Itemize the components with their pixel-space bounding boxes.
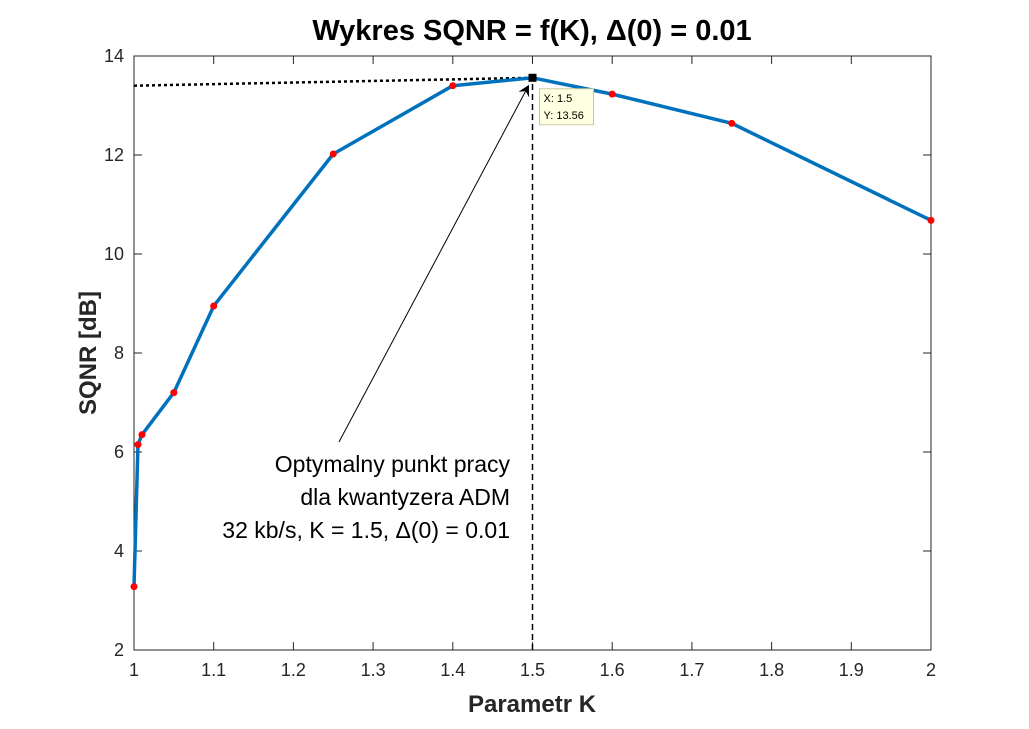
x-tick-label: 1 <box>129 660 139 680</box>
x-tick-label: 1.6 <box>600 660 625 680</box>
datatip-box <box>539 88 594 126</box>
data-point <box>134 441 142 449</box>
y-tick-label: 12 <box>104 145 124 165</box>
datatip-y-text: Y: 13.56 <box>544 110 584 122</box>
x-tick-label: 2 <box>926 660 936 680</box>
x-axis-label: Parametr K <box>468 691 597 718</box>
x-tick-label: 1.7 <box>679 660 704 680</box>
data-point <box>170 389 178 397</box>
annotation: Optymalny punkt pracy dla kwantyzera ADM 3… <box>222 84 530 543</box>
data-point <box>210 302 218 310</box>
x-tick-label: 1.9 <box>839 660 864 680</box>
datatip-marker[interactable] <box>528 73 537 82</box>
datatip: X: 1.5 Y: 13.56 <box>528 73 594 126</box>
y-tick-label: 4 <box>114 541 124 561</box>
data-point <box>130 583 138 591</box>
x-tick-label: 1.8 <box>759 660 784 680</box>
chart-title: Wykres SQNR = f(K), Δ(0) = 0.01 <box>312 15 751 47</box>
x-tick-label: 1.3 <box>361 660 386 680</box>
y-tick-label: 2 <box>114 640 124 660</box>
annotation-line: 32 kb/s, K = 1.5, Δ(0) = 0.01 <box>222 517 510 543</box>
reference-lines <box>133 76 534 650</box>
x-tick-label: 1.1 <box>201 660 226 680</box>
y-tick-label: 14 <box>104 46 124 66</box>
data-point <box>449 82 457 90</box>
data-point <box>608 90 616 98</box>
axis-ticks: 1 1.1 1.2 1.3 1.4 1.5 1.6 1.7 1.8 1.9 2 2 4 6 8 10 12 14 <box>104 46 936 680</box>
data-point <box>728 119 736 127</box>
data-point <box>138 431 146 439</box>
data-point <box>927 216 935 224</box>
y-axis-label: SQNR [dB] <box>75 291 102 415</box>
y-tick-label: 6 <box>114 442 124 462</box>
data-point <box>329 150 337 158</box>
annotation-line: dla kwantyzera ADM <box>300 484 510 510</box>
x-tick-label: 1.2 <box>281 660 306 680</box>
y-tick-label: 10 <box>104 244 124 264</box>
x-tick-label: 1.4 <box>440 660 465 680</box>
annotation-arrow <box>338 84 530 443</box>
x-tick-label: 1.5 <box>520 660 545 680</box>
y-tick-label: 8 <box>114 343 124 363</box>
annotation-line: Optymalny punkt pracy <box>275 451 511 477</box>
horizontal-reference-line <box>133 76 533 87</box>
datatip-x-text: X: 1.5 <box>544 93 573 105</box>
